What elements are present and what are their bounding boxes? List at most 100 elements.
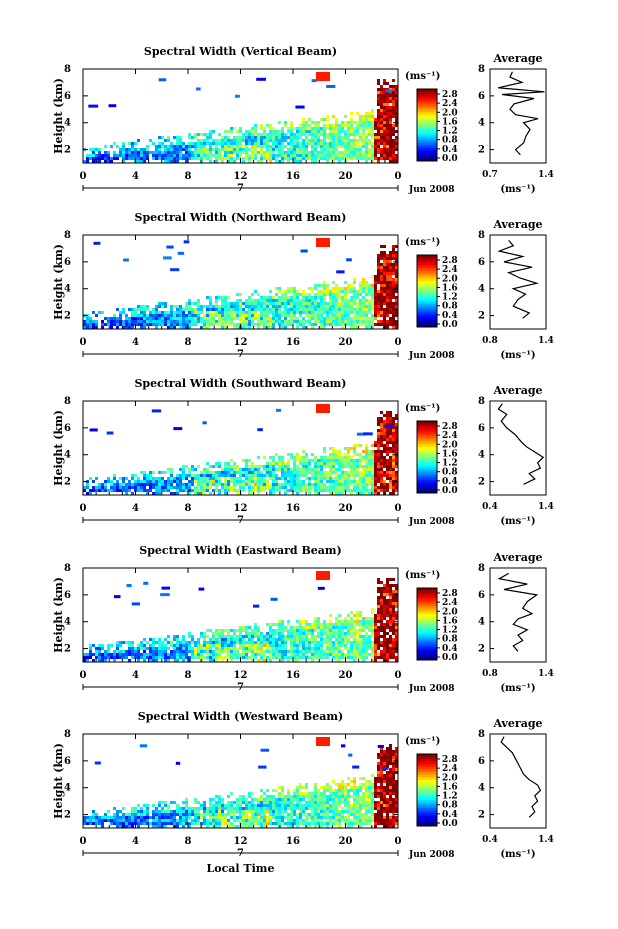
heatmap-cell [164, 480, 167, 483]
heatmap-cell [215, 160, 218, 163]
heatmap-cell [281, 638, 284, 641]
heatmap-cell [308, 492, 311, 495]
heatmap-cell [359, 459, 362, 462]
heatmap-cell [371, 477, 374, 480]
heatmap-cell [194, 798, 197, 801]
heatmap-cell [209, 465, 212, 468]
heatmap-cell [200, 647, 203, 650]
heatmap-cell [212, 644, 215, 647]
heatmap-cell [281, 635, 284, 638]
heatmap-cell [293, 477, 296, 480]
heatmap-cell [296, 453, 299, 456]
heatmap-cell [323, 447, 326, 450]
heatmap-cell [386, 453, 389, 456]
heatmap-cell [320, 626, 323, 629]
heatmap-cell [164, 323, 167, 326]
heatmap-cell [164, 311, 167, 314]
heatmap-cell [89, 326, 92, 329]
heatmap-cell [119, 822, 122, 825]
heatmap-cell [152, 314, 155, 317]
heatmap-cell [101, 154, 104, 157]
heatmap-cell [275, 474, 278, 477]
heatmap-cell [305, 620, 308, 623]
heatmap-cell [257, 650, 260, 653]
heatmap-cell [197, 314, 200, 317]
heatmap-cell [338, 160, 341, 163]
colorbar-frame [416, 254, 438, 328]
heatmap-cell [281, 133, 284, 136]
heatmap-cell [182, 486, 185, 489]
heatmap-cell [377, 139, 380, 142]
heatmap-cell [137, 819, 140, 822]
heatmap-cell [146, 157, 149, 160]
heatmap-cell [344, 314, 347, 317]
heatmap-cell [299, 474, 302, 477]
heatmap-cell [245, 647, 248, 650]
heatmap-cell [341, 623, 344, 626]
heatmap-cell [353, 311, 356, 314]
heatmap-cell [383, 296, 386, 299]
heatmap-cell [251, 130, 254, 133]
heatmap-cell [392, 477, 395, 480]
heatmap-cell [263, 656, 266, 659]
heatmap-cell [380, 118, 383, 121]
heatmap-cell [374, 299, 377, 302]
heatmap-cell [335, 659, 338, 662]
heatmap-cell [347, 311, 350, 314]
heatmap-cell [176, 644, 179, 647]
heatmap-cell [314, 287, 317, 290]
heatmap-cell [248, 133, 251, 136]
heatmap-cell [224, 486, 227, 489]
heatmap-cell [170, 483, 173, 486]
heatmap-cell [116, 486, 119, 489]
y-tick-label: 6 [64, 423, 71, 434]
heatmap-cell [188, 314, 191, 317]
heatmap-cell [359, 287, 362, 290]
colorbar-segment [417, 436, 437, 440]
heatmap-cell [314, 629, 317, 632]
heatmap-cell [308, 641, 311, 644]
heatmap-cell [287, 623, 290, 626]
heatmap-cell [161, 656, 164, 659]
heatmap-cell [251, 477, 254, 480]
heatmap-cell [377, 275, 380, 278]
heatmap-cell [248, 489, 251, 492]
heatmap-cell [251, 317, 254, 320]
heatmap-cell [356, 311, 359, 314]
heatmap-cell [152, 659, 155, 662]
colorbar-segment [417, 319, 437, 323]
heatmap-cell [374, 644, 377, 647]
heatmap-cell [305, 465, 308, 468]
heatmap-cell [272, 148, 275, 151]
heatmap-cell [239, 314, 242, 317]
heatmap-cell [146, 822, 149, 825]
heatmap-cell [365, 326, 368, 329]
heatmap-cell [161, 305, 164, 308]
heatmap-cell [227, 130, 230, 133]
heatmap-cell [254, 317, 257, 320]
heatmap-cell [188, 656, 191, 659]
colorbar-segment [417, 485, 437, 489]
heatmap-cell [341, 151, 344, 154]
heatmap-cell [278, 656, 281, 659]
colorbar-segment [417, 606, 437, 609]
heatmap-cell [386, 130, 389, 133]
heatmap-cell [251, 480, 254, 483]
heatmap-cell [326, 641, 329, 644]
colorbar-segment [417, 262, 437, 266]
heatmap-cell [344, 142, 347, 145]
heatmap-cell [212, 635, 215, 638]
colorbar-segment [417, 94, 437, 98]
heatmap-cell [197, 302, 200, 305]
heatmap-cell [341, 311, 344, 314]
heatmap-cell [344, 620, 347, 623]
heatmap-cell [86, 822, 89, 825]
heatmap-cell [248, 471, 251, 474]
heatmap-cell [179, 807, 182, 810]
heatmap-cell [389, 617, 392, 620]
heatmap-cell [332, 462, 335, 465]
heatmap-cell [389, 614, 392, 617]
heatmap-cell [374, 456, 377, 459]
heatmap-cell [248, 148, 251, 151]
heatmap-cell [278, 139, 281, 142]
